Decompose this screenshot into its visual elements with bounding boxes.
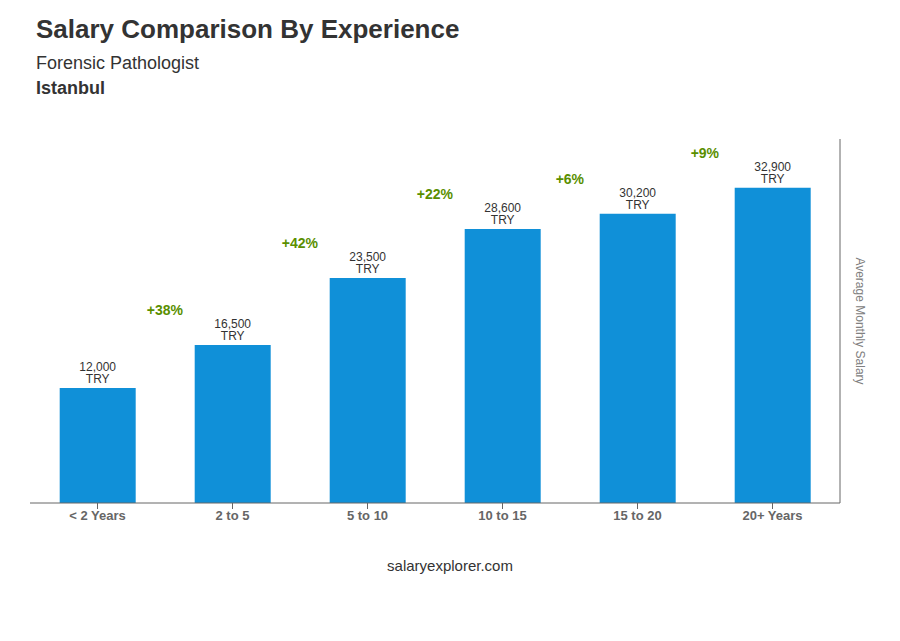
svg-text:15 to 20: 15 to 20 [613,508,661,523]
svg-text:< 2 Years: < 2 Years [69,508,126,523]
svg-text:Average Monthly Salary: Average Monthly Salary [853,257,867,384]
svg-text:10 to 15: 10 to 15 [478,508,526,523]
svg-text:20+ Years: 20+ Years [742,508,802,523]
svg-text:+42%: +42% [282,235,319,251]
html-text:Forensic Pathologist: Forensic Pathologist [36,53,200,73]
svg-text:+6%: +6% [556,171,585,187]
svg-text:12,000TRY: 12,000TRY [79,360,116,386]
html-text:Salary Comparison By Experienc: Salary Comparison By Experience [36,14,460,44]
svg-text:30,200TRY: 30,200TRY [619,186,656,212]
html-text:salaryexplorer.com: salaryexplorer.com [387,557,513,574]
svg-text:23,500TRY: 23,500TRY [349,250,386,276]
svg-text:2 to 5: 2 to 5 [216,508,250,523]
html-text:Istanbul: Istanbul [36,78,105,98]
svg-text:28,600TRY: 28,600TRY [484,201,521,227]
svg-text:+9%: +9% [691,145,720,161]
svg-text:+38%: +38% [147,302,184,318]
svg-text:5 to 10: 5 to 10 [347,508,388,523]
svg-text:16,500TRY: 16,500TRY [214,317,251,343]
svg-text:+22%: +22% [417,186,454,202]
svg-text:32,900TRY: 32,900TRY [754,160,791,186]
